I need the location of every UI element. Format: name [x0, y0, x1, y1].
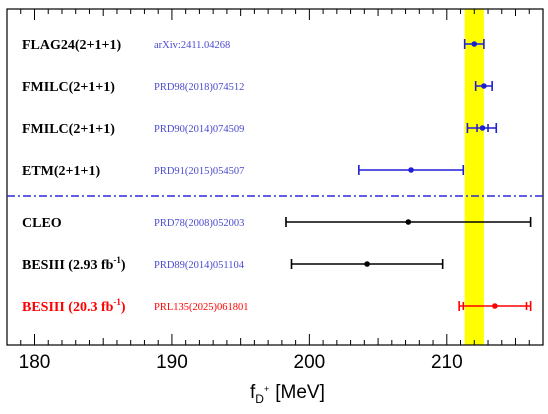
x-tick-label: 200 [294, 352, 326, 373]
measurement-label-superscript: -1 [113, 297, 121, 307]
plot-frame [6, 8, 544, 346]
x-axis-label-superscript: + [264, 384, 269, 394]
measurement-label-text: BESIII (2.93 fb [22, 258, 114, 273]
data-point [405, 219, 412, 225]
measurement-label-tail: ) [121, 300, 126, 315]
measurement-row: FMILC(2+1+1) PRD90(2014)074509 [22, 122, 498, 137]
x-axis-label-unit: [MeV] [275, 382, 325, 403]
measurement-label-text: BESIII (20.3 fb [22, 300, 114, 315]
measurement-reference: arXiv:2411.04268 [154, 40, 230, 51]
data-point [471, 41, 478, 47]
data-point [481, 83, 487, 89]
measurement-row: ETM(2+1+1) PRD91(2015)054507 [22, 164, 465, 179]
measurement-reference: PRD89(2014)051104 [154, 260, 245, 271]
x-axis-label-subscript: D [255, 392, 264, 406]
measurement-label: ETM(2+1+1) [22, 164, 101, 179]
measurement-label-superscript: -1 [113, 255, 121, 265]
data-point [479, 125, 486, 131]
measurement-reference: PRD78(2008)052003 [154, 218, 244, 229]
measurement-label-tail: ) [121, 258, 126, 273]
x-tick-label: 190 [156, 352, 188, 373]
data-point [364, 261, 370, 267]
measurement-row: CLEO PRD78(2008)052003 [22, 216, 532, 231]
measurement-label: BESIII (20.3 fb-1) [22, 297, 126, 315]
measurement-label-text: FMILC(2+1+1) [22, 122, 115, 137]
measurement-label: FMILC(2+1+1) [22, 122, 115, 137]
measurement-label-text: CLEO [22, 216, 62, 231]
measurement-label-text: FMILC(2+1+1) [22, 80, 115, 95]
x-tick-label: 180 [19, 352, 51, 373]
measurement-row: BESIII (20.3 fb-1) PRL135(2025)061801 [22, 297, 532, 315]
measurement-reference: PRD98(2018)074512 [154, 82, 244, 93]
measurement-label-text: ETM(2+1+1) [22, 164, 101, 179]
measurement-reference: PRL135(2025)061801 [154, 302, 249, 313]
measurement-row: FMILC(2+1+1) PRD98(2018)074512 [22, 80, 493, 95]
data-point [408, 167, 414, 173]
measurement-label: FMILC(2+1+1) [22, 80, 115, 95]
measurement-row: FLAG24(2+1+1) arXiv:2411.04268 [22, 38, 485, 53]
average-band [464, 9, 484, 345]
measurement-label: FLAG24(2+1+1) [22, 38, 122, 53]
measurement-label: CLEO [22, 216, 62, 231]
measurement-reference: PRD91(2015)054507 [154, 166, 244, 177]
measurement-reference: PRD90(2014)074509 [154, 124, 244, 135]
x-tick-label: 210 [431, 352, 463, 373]
data-point [492, 303, 498, 309]
x-axis-label-symbol: f [250, 382, 256, 403]
measurement-label-text: FLAG24(2+1+1) [22, 38, 122, 53]
measurement-label: BESIII (2.93 fb-1) [22, 255, 126, 273]
x-axis-label: fD+ [MeV] [250, 382, 325, 406]
measurement-row: BESIII (2.93 fb-1) PRD89(2014)051104 [22, 255, 444, 273]
